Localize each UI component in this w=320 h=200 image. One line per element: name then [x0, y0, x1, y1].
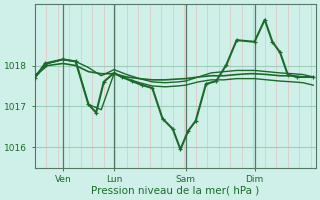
X-axis label: Pression niveau de la mer( hPa ): Pression niveau de la mer( hPa ) [91, 186, 260, 196]
